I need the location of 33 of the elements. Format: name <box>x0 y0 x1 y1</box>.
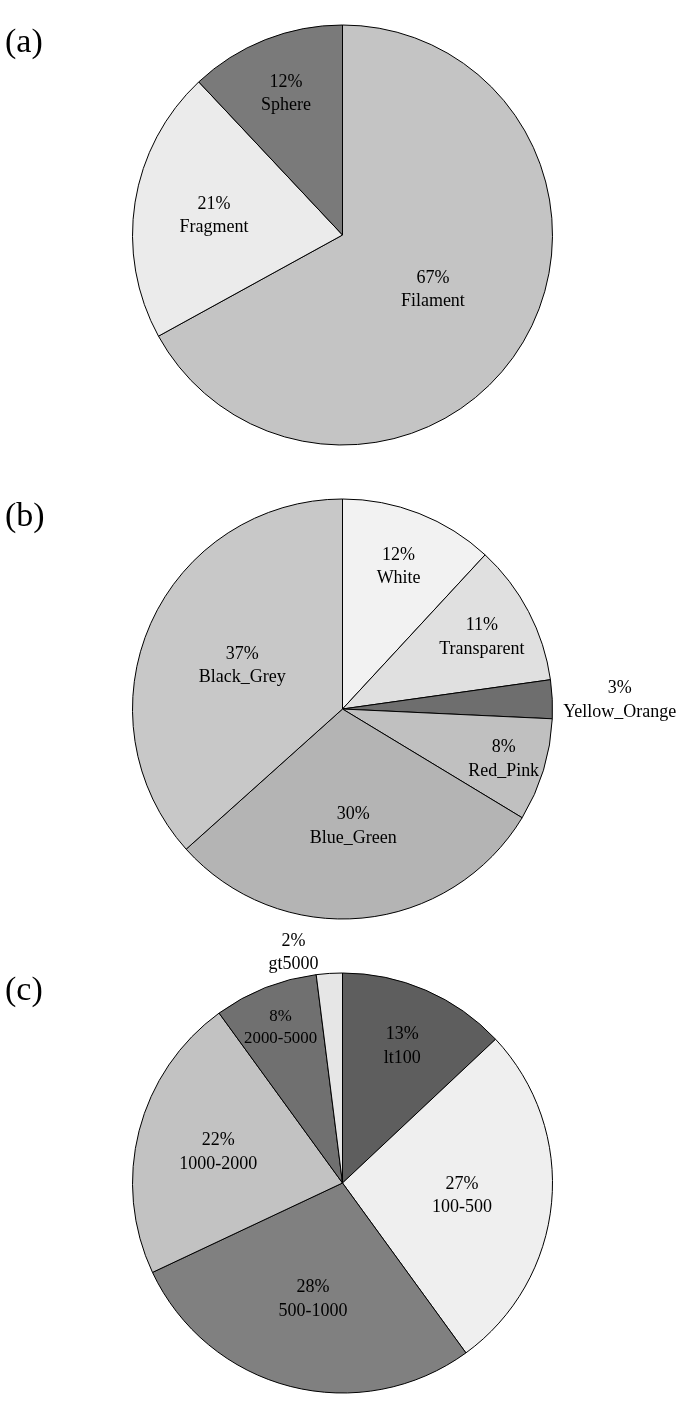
data-label: 12% <box>269 70 303 91</box>
data-label: 21% <box>197 192 231 213</box>
data-label: 67% <box>416 266 450 287</box>
chart-title: (b) <box>5 496 45 534</box>
data-label: 22% <box>201 1129 235 1150</box>
data-label: 11% <box>465 614 498 635</box>
slice-label: White <box>376 567 421 588</box>
data-label: 30% <box>336 803 370 824</box>
text: (c) <box>5 970 43 1008</box>
data-label: 8% <box>269 1006 292 1026</box>
slice-label: 500-1000 <box>278 1299 348 1320</box>
data-label: 2% <box>281 930 306 951</box>
slice-label: Transparent <box>439 637 525 658</box>
data-label: 12% <box>382 544 416 565</box>
data-label: 37% <box>225 642 259 663</box>
data-label: 13% <box>385 1023 419 1044</box>
slice-label: Fragment <box>179 216 249 237</box>
data-label: 3% <box>607 677 632 698</box>
slice-label: 100-500 <box>431 1195 492 1216</box>
slice-label: Filament <box>400 290 465 311</box>
slice-label: Blue_Green <box>309 826 397 847</box>
data-label: 27% <box>445 1172 479 1193</box>
slice-label: 2000-5000 <box>244 1028 318 1048</box>
slice-label: Sphere <box>261 93 311 114</box>
data-label: 28% <box>296 1276 330 1297</box>
slice-label: Yellow_Orange <box>563 700 677 721</box>
slice-label: Black_Grey <box>198 665 286 686</box>
data-label: 8% <box>491 736 516 757</box>
slice-label: 1000-2000 <box>179 1152 258 1173</box>
slice-label: gt5000 <box>268 953 319 974</box>
chart-title: (a) <box>5 22 43 60</box>
slice-label: lt100 <box>383 1046 421 1067</box>
slice-label: Red_Pink <box>468 759 540 780</box>
